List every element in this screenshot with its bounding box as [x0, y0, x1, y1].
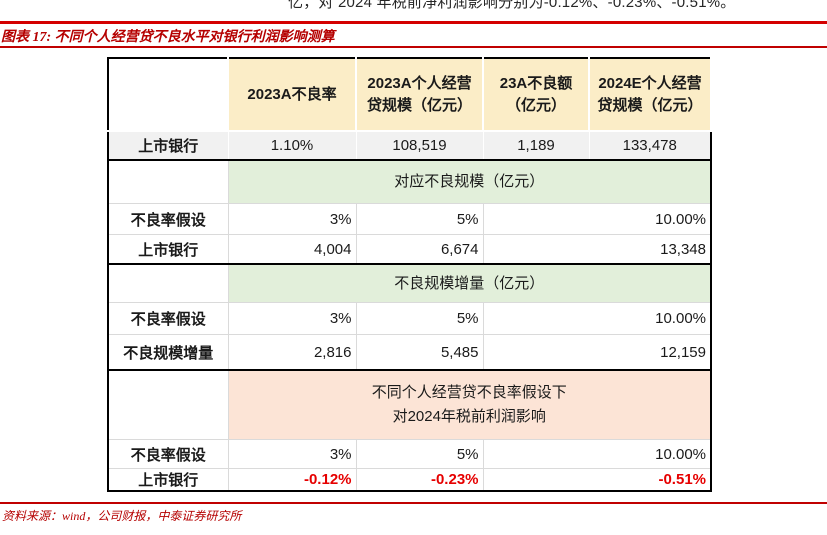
value-cell: 5,485	[355, 334, 484, 371]
value-cell: 3%	[227, 203, 357, 235]
header-cell-npl-ratio: 2023A不良率	[227, 58, 357, 132]
value-cell: 1.10%	[227, 130, 357, 161]
assumption-row: 不良率假设 3% 5% 10.00%	[107, 302, 712, 335]
result-row: 不良规模增量 2,816 5,485 12,159	[107, 334, 712, 371]
section-banner-row: 不同个人经营贷不良率假设下 对2024年税前利润影响	[107, 369, 712, 440]
top-red-rule	[0, 21, 827, 24]
section-banner: 对应不良规模（亿元）	[227, 159, 712, 204]
assumption-row: 不良率假设 3% 5% 10.00%	[107, 203, 712, 235]
value-cell: 10.00%	[482, 302, 712, 335]
bottom-red-rule	[0, 502, 827, 504]
row-label: 不良规模增量	[107, 334, 229, 371]
section-banner: 不良规模增量（亿元）	[227, 263, 712, 303]
header-cell-npl-amount: 23A不良额（亿元）	[482, 58, 590, 132]
row-label: 不良率假设	[107, 439, 229, 469]
impact-row: 上市银行 -0.12% -0.23% -0.51%	[107, 468, 712, 492]
row-label-empty	[107, 369, 229, 440]
header-cell-2024-loan-scale: 2024E个人经营贷规模（亿元）	[588, 58, 712, 132]
value-cell: 3%	[227, 439, 357, 469]
body-text-clipped: 亿，对 2024 年税前净利润影响分别为-0.12%、-0.23%、-0.51%…	[288, 0, 736, 11]
row-label: 不良率假设	[107, 203, 229, 235]
value-cell: 1,189	[482, 130, 590, 161]
value-cell: 108,519	[355, 130, 484, 161]
value-cell: 3%	[227, 302, 357, 335]
row-label: 上市银行	[107, 234, 229, 265]
value-cell: 12,159	[482, 334, 712, 371]
value-cell: 5%	[355, 203, 484, 235]
row-label: 上市银行	[107, 468, 229, 492]
value-cell: 4,004	[227, 234, 357, 265]
figure-table: 2023A不良率 2023A个人经营贷规模（亿元） 23A不良额（亿元） 202…	[107, 57, 712, 492]
figure-title: 图表 17: 不同个人经营贷不良水平对银行利润影响测算	[1, 30, 335, 45]
source-note: 资料来源：wind，公司财报，中泰证券研究所	[2, 509, 242, 523]
result-row: 上市银行 4,004 6,674 13,348	[107, 234, 712, 265]
section-banner: 不同个人经营贷不良率假设下 对2024年税前利润影响	[227, 369, 712, 440]
value-cell: 5%	[355, 439, 484, 469]
row-label: 不良率假设	[107, 302, 229, 335]
table-header-row: 2023A不良率 2023A个人经营贷规模（亿元） 23A不良额（亿元） 202…	[108, 58, 712, 132]
row-label-empty	[107, 159, 229, 204]
assumption-row: 不良率假设 3% 5% 10.00%	[107, 439, 712, 469]
value-cell: 10.00%	[482, 439, 712, 469]
value-cell-negative: -0.23%	[355, 468, 484, 492]
value-cell-negative: -0.12%	[227, 468, 357, 492]
header-cell-empty	[108, 58, 229, 132]
title-underline-rule	[0, 46, 827, 48]
header-cell-2023-loan-scale: 2023A个人经营贷规模（亿元）	[355, 58, 484, 132]
value-cell: 133,478	[588, 130, 712, 161]
row-label-empty	[107, 263, 229, 303]
value-cell: 6,674	[355, 234, 484, 265]
row-label: 上市银行	[107, 130, 229, 161]
value-cell: 5%	[355, 302, 484, 335]
value-cell: 13,348	[482, 234, 712, 265]
value-cell: 2,816	[227, 334, 357, 371]
section-banner-row: 不良规模增量（亿元）	[107, 263, 712, 303]
section-banner-row: 对应不良规模（亿元）	[107, 159, 712, 204]
overview-row: 上市银行 1.10% 108,519 1,189 133,478	[107, 130, 712, 161]
value-cell-negative: -0.51%	[482, 468, 712, 492]
value-cell: 10.00%	[482, 203, 712, 235]
